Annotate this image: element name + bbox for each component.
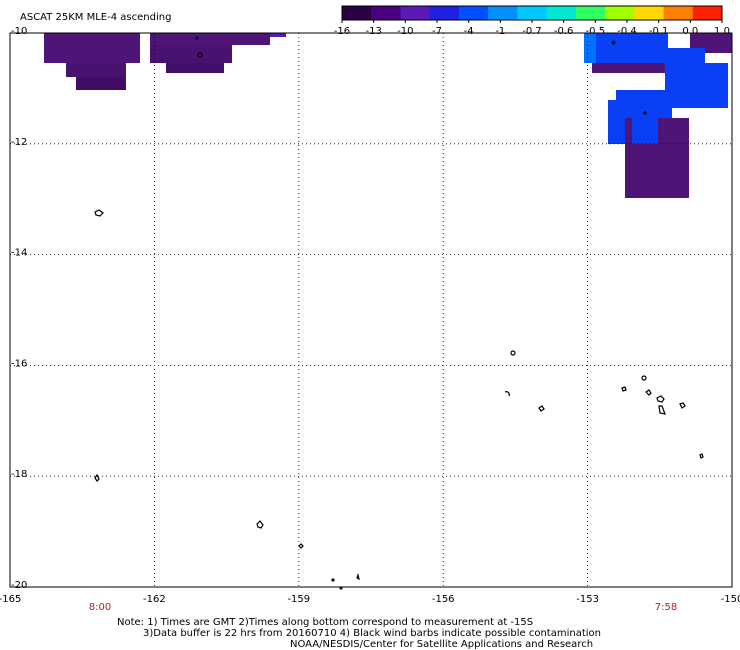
colorbar-label: -10 xyxy=(397,26,413,37)
colorbar-segment xyxy=(429,6,460,20)
island xyxy=(679,402,686,409)
colorbar-segment xyxy=(692,6,723,20)
colorbar-segment xyxy=(634,6,665,20)
footnote-line-1: Note: 1) Times are GMT 2)Times along bot… xyxy=(117,617,534,628)
colorbar-label: -1 xyxy=(495,26,505,37)
colorbar-label: -0.6 xyxy=(554,26,574,37)
lon-tick-label: -153 xyxy=(576,594,599,605)
time-label: 7:58 xyxy=(655,602,677,613)
swath-purple xyxy=(66,63,126,77)
lon-tick-label: -165 xyxy=(0,594,21,605)
island xyxy=(504,391,510,397)
lon-tick-label: -150 xyxy=(721,594,740,605)
island xyxy=(197,52,203,58)
colorbar-segment xyxy=(663,6,694,20)
swath-purple xyxy=(166,63,224,73)
lat-tick-label: -16 xyxy=(11,358,27,369)
lat-tick-label: -10 xyxy=(11,26,27,37)
island xyxy=(643,111,647,115)
colorbar-segment xyxy=(605,6,635,20)
wind-swaths xyxy=(44,33,732,198)
axis-ticks: -165 -162 -159 -156 -153 -150 -10 -12 -14 -16 -18 -… xyxy=(0,26,740,613)
time-label: 8:00 xyxy=(89,602,111,613)
colorbar-label: -4 xyxy=(464,26,474,37)
colorbar-segment xyxy=(342,6,372,20)
island xyxy=(356,572,360,581)
swath-purple xyxy=(150,33,270,45)
colorbar: -16 -13 -10 -7 -4 -1 -0.7 -0.6 -0.5 -0.4 -0.1 0.0 1.… xyxy=(334,5,730,37)
swath-blue xyxy=(584,33,668,63)
island xyxy=(611,40,616,45)
island xyxy=(331,578,335,582)
lon-tick-label: -162 xyxy=(143,594,166,605)
swath-blue xyxy=(632,118,658,144)
island xyxy=(510,350,516,356)
island xyxy=(256,520,264,529)
island xyxy=(94,473,100,482)
island xyxy=(621,386,627,392)
colorbar-segment xyxy=(458,6,489,20)
colorbar-label: -0.7 xyxy=(522,26,542,37)
colorbar-label: -13 xyxy=(365,26,381,37)
island xyxy=(94,209,104,217)
lon-tick-label: -159 xyxy=(287,594,310,605)
island xyxy=(658,405,666,415)
colorbar-label: -0.4 xyxy=(617,26,637,37)
map-plot-area: -165 -162 -159 -156 -153 -150 -10 -12 -14 -16 -18 -… xyxy=(0,26,740,613)
island xyxy=(656,395,665,403)
colorbar-label: -16 xyxy=(334,26,350,37)
swath-purple xyxy=(76,77,126,90)
colorbar-segment xyxy=(546,6,577,20)
colorbar-label: 0.0 xyxy=(682,26,698,37)
swath-blue xyxy=(690,63,728,108)
colorbar-label: 1.0 xyxy=(714,26,730,37)
lat-tick-label: -18 xyxy=(11,469,27,480)
swath-purple xyxy=(270,33,286,37)
island-outlines xyxy=(94,36,704,590)
lat-tick-label: -14 xyxy=(11,248,27,259)
colorbar-segment xyxy=(400,6,431,20)
colorbar-segment xyxy=(488,6,518,20)
colorbar-label: -0.1 xyxy=(649,26,669,37)
swath-purple xyxy=(592,63,668,73)
colorbar-segment xyxy=(371,6,401,20)
island xyxy=(195,36,199,40)
island xyxy=(645,389,652,396)
footnote-line-2: 3)Data buffer is 22 hrs from 20160710 4)… xyxy=(143,628,601,639)
footnote-line-3: NOAA/NESDIS/Center for Satellite Applica… xyxy=(290,639,594,650)
colorbar-label: -7 xyxy=(432,26,442,37)
island xyxy=(538,405,545,412)
island xyxy=(298,543,304,549)
map-frame xyxy=(9,32,733,588)
island xyxy=(641,375,647,381)
swath-purple xyxy=(150,45,232,63)
lon-tick-label: -156 xyxy=(432,594,455,605)
map-title: ASCAT 25KM MLE-4 ascending xyxy=(20,12,171,23)
colorbar-label: -0.5 xyxy=(586,26,606,37)
island xyxy=(699,453,704,459)
lat-tick-label: -12 xyxy=(11,137,27,148)
swath-blue xyxy=(584,33,596,63)
colorbar-segment xyxy=(517,6,548,20)
lat-tick-label: -20 xyxy=(11,580,27,591)
colorbar-segment xyxy=(575,6,606,20)
map-gridlines xyxy=(10,33,732,587)
swath-purple xyxy=(44,33,140,63)
